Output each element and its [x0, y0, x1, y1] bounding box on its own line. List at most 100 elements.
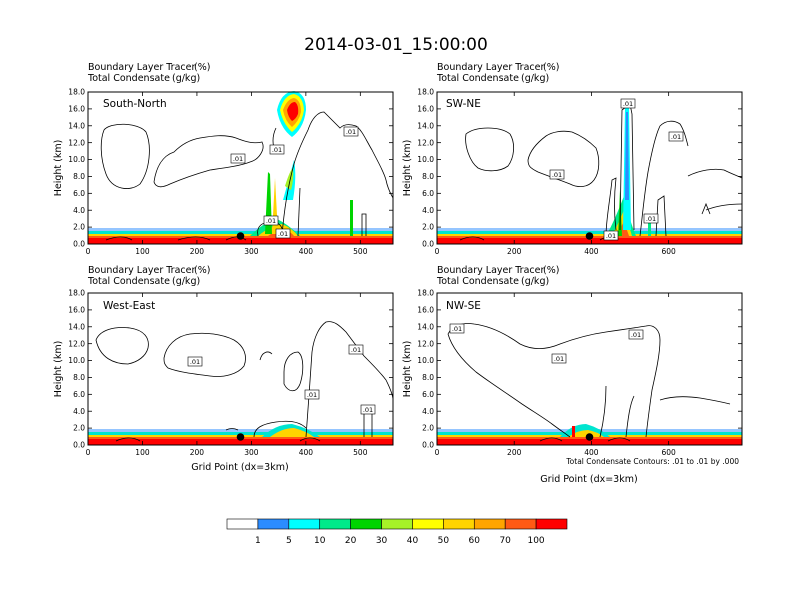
- colorbar-swatch: [535, 518, 568, 530]
- contour-note: Total Condensate Contours: .01 to .01 by…: [565, 457, 739, 466]
- x-tick-label: 300: [244, 448, 259, 457]
- plot-background: [88, 92, 393, 244]
- colorbar-tick-label: 40: [407, 536, 419, 546]
- site-marker: [585, 232, 594, 240]
- contour-label: .01: [351, 346, 361, 354]
- condensate-contours: [447, 323, 731, 442]
- contour-label-boxes: .01 .01 .01 .01: [187, 344, 376, 415]
- x-tick-label: 200: [507, 448, 522, 457]
- y-tick-label: 16.0: [417, 104, 434, 113]
- contour-label: .01: [278, 230, 288, 238]
- colorbar-swatch: [504, 518, 537, 530]
- contour-label: .01: [190, 358, 200, 366]
- site-marker: [236, 433, 245, 441]
- y-tick-label: 12.0: [417, 339, 434, 348]
- contour-label: .01: [552, 171, 562, 179]
- colorbar-tick-label: 5: [286, 536, 292, 546]
- x-tick-label: 200: [190, 448, 205, 457]
- y-tick-label: 8.0: [422, 172, 434, 181]
- x-tick-label: 400: [299, 448, 314, 457]
- x-tick-label: 200: [190, 247, 205, 256]
- y-tick-label: 16.0: [417, 305, 434, 314]
- panel-header-tracer: Boundary Layer Tracer: [88, 265, 195, 276]
- panel-header-condensate: Total Condensate: [436, 73, 519, 84]
- contour-label: .01: [272, 146, 282, 154]
- y-tick-label: 14.0: [417, 121, 434, 130]
- y-tick-label: 12.0: [68, 339, 85, 348]
- y-tick-label: 6.0: [73, 390, 85, 399]
- y-tick-label: 2.0: [422, 424, 434, 433]
- plot-background: [437, 293, 742, 445]
- panel-name: South-North: [103, 98, 167, 110]
- contour-label: .01: [307, 391, 317, 399]
- y-tick-label: 2.0: [73, 424, 85, 433]
- colorbar-tick-label: 10: [314, 536, 326, 546]
- site-marker: [236, 232, 245, 240]
- y-tick-label: 4.0: [422, 407, 434, 416]
- panel-header-tracer-units: (%): [194, 62, 210, 73]
- panel-header-condensate-units: (g/kg): [521, 73, 549, 84]
- y-tick-label: 4.0: [73, 206, 85, 215]
- y-axis-label: Height (km): [53, 140, 64, 197]
- panel-header-condensate: Total Condensate: [87, 73, 170, 84]
- y-axis-label: Height (km): [402, 341, 413, 398]
- plot-frame: [87, 91, 394, 245]
- contour-label: .01: [631, 331, 641, 339]
- y-tick-label: 10.0: [68, 356, 85, 365]
- contour-label-boxes: .01 .01 .01 .01 .01: [230, 126, 359, 239]
- plot-frame: [436, 91, 743, 245]
- contour-label: .01: [606, 232, 616, 240]
- axis-ticks: 0 200 400 600 0.0 2.0 4.0 6.0 8.0 10.0 12.0 14.0 16.…: [417, 289, 742, 457]
- panel-header-tracer: Boundary Layer Tracer: [437, 265, 544, 276]
- panel-name: West-East: [103, 300, 155, 312]
- y-tick-label: 2.0: [422, 223, 434, 232]
- x-tick-label: 400: [299, 247, 314, 256]
- contour-label: .01: [233, 155, 243, 163]
- y-tick-label: 18.0: [417, 289, 434, 298]
- colorbar-tick-label: 20: [345, 536, 357, 546]
- y-axis-label: Height (km): [402, 140, 413, 197]
- panel-header-condensate-units: (g/kg): [172, 73, 200, 84]
- colorbar-swatch: [381, 518, 413, 530]
- y-tick-label: 4.0: [73, 407, 85, 416]
- colorbar-swatch: [288, 518, 321, 530]
- colorbar-tick-label: 30: [376, 536, 388, 546]
- panel-south-north: Boundary Layer Tracer (%) Total Condensa…: [53, 62, 394, 256]
- panel-header-tracer: Boundary Layer Tracer: [437, 62, 544, 73]
- y-tick-label: 0.0: [422, 441, 434, 450]
- x-tick-label: 0: [86, 247, 91, 256]
- x-tick-label: 300: [244, 247, 259, 256]
- panel-header-condensate-units: (g/kg): [172, 276, 200, 287]
- contour-label: .01: [623, 100, 633, 108]
- y-tick-label: 16.0: [68, 305, 85, 314]
- panel-name: SW-NE: [446, 98, 481, 110]
- y-tick-label: 18.0: [68, 88, 85, 97]
- contour-label: .01: [452, 325, 462, 333]
- y-tick-label: 8.0: [422, 373, 434, 382]
- plot-background: [437, 92, 742, 244]
- contour-label: .01: [363, 406, 373, 414]
- y-tick-label: 6.0: [422, 390, 434, 399]
- panel-header-tracer-units: (%): [543, 62, 559, 73]
- colorbar-swatch: [226, 518, 259, 530]
- y-tick-label: 12.0: [68, 138, 85, 147]
- y-tick-label: 18.0: [417, 88, 434, 97]
- contour-label: .01: [554, 355, 564, 363]
- condensate-contours: [95, 321, 394, 442]
- x-tick-label: 0: [435, 247, 440, 256]
- colorbar-tick-label: 1: [255, 536, 261, 546]
- y-tick-label: 2.0: [73, 223, 85, 232]
- colorbar-tick-label: 100: [527, 536, 544, 546]
- y-tick-label: 12.0: [417, 138, 434, 147]
- chart-title: 2014-03-01_15:00:00: [304, 35, 488, 55]
- colorbar-swatch: [319, 518, 351, 530]
- x-tick-label: 500: [353, 247, 368, 256]
- contour-label: .01: [266, 217, 276, 225]
- panel-west-east: Boundary Layer Tracer (%) Total Condensa…: [53, 265, 394, 473]
- colorbar-tick-label: 50: [438, 536, 450, 546]
- y-tick-label: 0.0: [73, 441, 85, 450]
- x-tick-label: 400: [584, 247, 599, 256]
- contour-label: .01: [646, 215, 656, 223]
- colorbar-swatch: [257, 518, 290, 530]
